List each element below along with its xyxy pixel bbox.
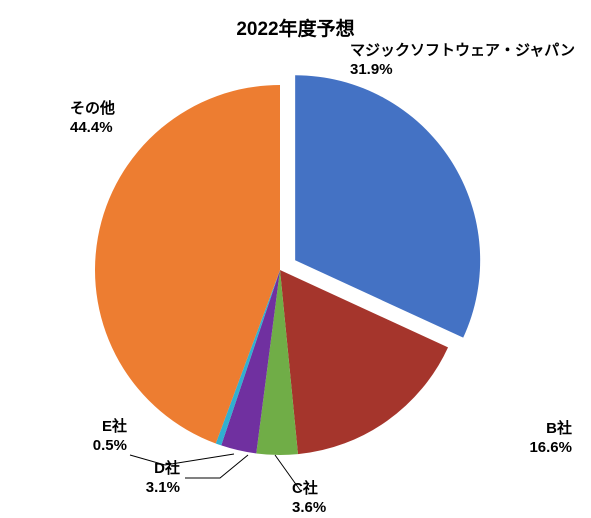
slice-label: D社3.1%: [146, 460, 180, 498]
slice-label: C社3.6%: [292, 480, 326, 518]
slice-label: その他44.4%: [70, 100, 115, 138]
leader-line: [185, 455, 248, 478]
slice-label: E社0.5%: [93, 418, 127, 456]
slice-label: B社16.6%: [529, 420, 572, 458]
slice-label: マジックソフトウェア・ジャパン31.9%: [350, 42, 575, 80]
